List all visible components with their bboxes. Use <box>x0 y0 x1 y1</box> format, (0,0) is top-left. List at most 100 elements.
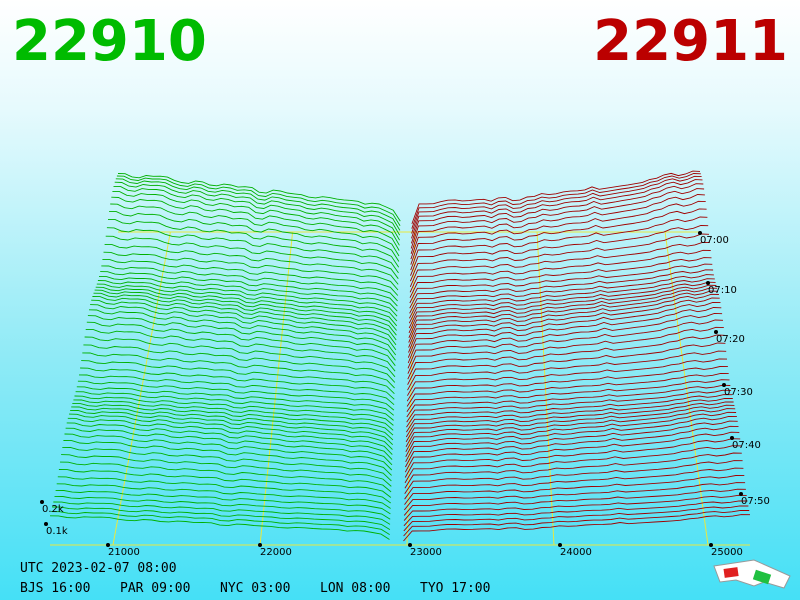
ask-depth-line <box>405 408 736 448</box>
ask-depth-line <box>409 269 714 309</box>
bid-depth-line <box>114 181 401 236</box>
ask-depth-line <box>404 475 745 505</box>
ask-depth-line <box>406 379 730 413</box>
bid-depth-line <box>117 173 401 222</box>
city-time: NYC 03:00 <box>220 581 290 596</box>
bid-depth-line <box>96 283 398 322</box>
tick-dot <box>698 231 702 235</box>
ask-depth-line <box>407 334 725 380</box>
ask-depth-line <box>408 284 717 329</box>
bid-depth-line <box>86 321 396 366</box>
bid-depth-line <box>66 422 393 460</box>
bid-depth-line <box>82 352 395 389</box>
bid-depth-line <box>83 344 396 383</box>
depth-layers <box>49 170 751 546</box>
bid-depth-line <box>74 395 394 426</box>
bid-depth-line <box>105 235 399 279</box>
tick-dot <box>40 500 44 504</box>
ask-depth-line <box>405 425 739 468</box>
grid-line <box>112 231 171 546</box>
bid-depth-line <box>51 511 390 535</box>
bid-depth-line <box>98 275 398 312</box>
bid-depth-line <box>115 178 401 231</box>
bid-depth-line <box>100 271 398 307</box>
ask-depth-line <box>407 350 727 391</box>
tick-dot <box>714 330 718 334</box>
bid-depth-line <box>71 406 394 441</box>
bid-depth-line <box>54 495 391 520</box>
ask-depth-line <box>405 420 738 463</box>
bid-depth-line <box>80 367 395 400</box>
tick-dot <box>709 543 713 547</box>
bid-depth-line <box>73 399 394 431</box>
time-label: 07:30 <box>724 387 753 398</box>
ask-depth-line <box>410 208 707 265</box>
time-label: 07:10 <box>708 285 737 296</box>
bid-depth-line <box>62 446 392 482</box>
bid-depth-line <box>110 203 400 257</box>
time-label: 07:00 <box>700 235 729 246</box>
bid-depth-line <box>59 461 392 493</box>
city-time: LON 08:00 <box>320 581 390 596</box>
glasses-icon <box>713 559 791 589</box>
bid-depth-line <box>67 417 393 455</box>
grid-line <box>259 231 294 546</box>
ask-depth-line <box>404 467 744 500</box>
bid-depth-line <box>104 243 399 285</box>
price-label: 24000 <box>560 547 592 558</box>
ask-depth-line <box>404 452 742 489</box>
ask-depth-line <box>406 384 731 418</box>
tick-dot <box>558 543 562 547</box>
bid-depth-line <box>72 402 394 436</box>
bid-depth-line <box>107 218 400 268</box>
bid-depth-line <box>88 309 397 356</box>
ask-depth-line <box>408 301 721 353</box>
bid-depth-line <box>76 386 394 416</box>
bid-depth-line <box>106 227 399 274</box>
ask-depth-line <box>409 249 711 293</box>
ask-depth-line <box>406 394 733 428</box>
price-label: 22000 <box>260 547 292 558</box>
depth-label: 0.2k <box>42 504 64 515</box>
bid-depth-line <box>85 328 396 372</box>
bid-depth-line <box>53 501 391 525</box>
ask-depth-line <box>408 287 718 334</box>
tick-dot <box>730 436 734 440</box>
bid-depth-line <box>65 427 393 466</box>
depth-label: 0.1k <box>46 526 68 537</box>
ask-depth-line <box>410 183 704 244</box>
ask-depth-line <box>407 307 722 358</box>
bid-depth-line <box>95 286 398 327</box>
ask-depth-line <box>406 372 729 407</box>
ask-price: 22911 <box>593 9 788 74</box>
time-label: 07:20 <box>716 334 745 345</box>
ask-depth-line <box>409 257 712 298</box>
ask-depth-line <box>403 505 749 532</box>
ask-depth-line <box>403 488 746 516</box>
price-label: 21000 <box>108 547 140 558</box>
ask-depth-line <box>408 278 715 319</box>
bid-depth-line <box>94 289 397 331</box>
ask-depth-line <box>403 494 747 521</box>
city-time: TYO 17:00 <box>420 581 490 596</box>
ask-depth-line <box>410 194 705 254</box>
ask-depth-line <box>411 170 701 225</box>
ask-depth-line <box>408 290 719 338</box>
bid-depth-line <box>90 304 397 351</box>
price-label: 25000 <box>711 547 743 558</box>
ask-depth-line <box>411 173 701 229</box>
bid-depth-line <box>81 360 395 395</box>
ask-depth-line <box>409 263 713 304</box>
ask-depth-line <box>403 482 746 511</box>
bid-depth-line <box>56 483 391 509</box>
ask-depth-line <box>403 509 750 537</box>
tick-dot <box>408 543 412 547</box>
ask-depth-line <box>407 326 724 374</box>
ask-depth-line <box>405 415 737 458</box>
ask-depth-line <box>410 216 708 271</box>
tick-dot <box>722 383 726 387</box>
ask-depth-line <box>408 281 716 324</box>
ask-depth-line <box>404 445 742 484</box>
